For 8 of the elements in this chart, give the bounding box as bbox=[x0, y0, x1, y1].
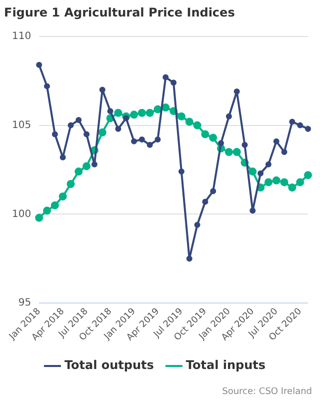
chart-title: Figure 1 Agricultural Price Indices bbox=[4, 5, 235, 20]
y-tick-label: 95 bbox=[18, 298, 32, 309]
y-tick-label: 105 bbox=[12, 120, 32, 131]
source-note: Source: CSO Ireland bbox=[222, 386, 312, 397]
y-tick-label: 110 bbox=[12, 30, 32, 42]
legend-label: Total outputs bbox=[64, 358, 154, 372]
y-tick-label: 100 bbox=[12, 208, 32, 220]
legend-label: Total inputs bbox=[186, 358, 266, 372]
